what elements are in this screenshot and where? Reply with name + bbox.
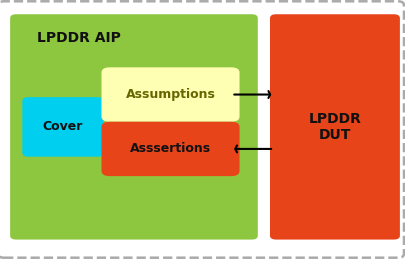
Text: Cover: Cover	[43, 120, 83, 133]
Text: LPDDR AIP: LPDDR AIP	[36, 31, 120, 45]
FancyBboxPatch shape	[269, 14, 399, 240]
Text: Assumptions: Assumptions	[125, 88, 215, 101]
Text: Asssertions: Asssertions	[130, 142, 211, 155]
Text: LPDDR
DUT: LPDDR DUT	[308, 112, 360, 142]
FancyBboxPatch shape	[101, 67, 239, 122]
FancyBboxPatch shape	[10, 14, 257, 240]
FancyBboxPatch shape	[22, 97, 103, 157]
FancyBboxPatch shape	[101, 122, 239, 176]
